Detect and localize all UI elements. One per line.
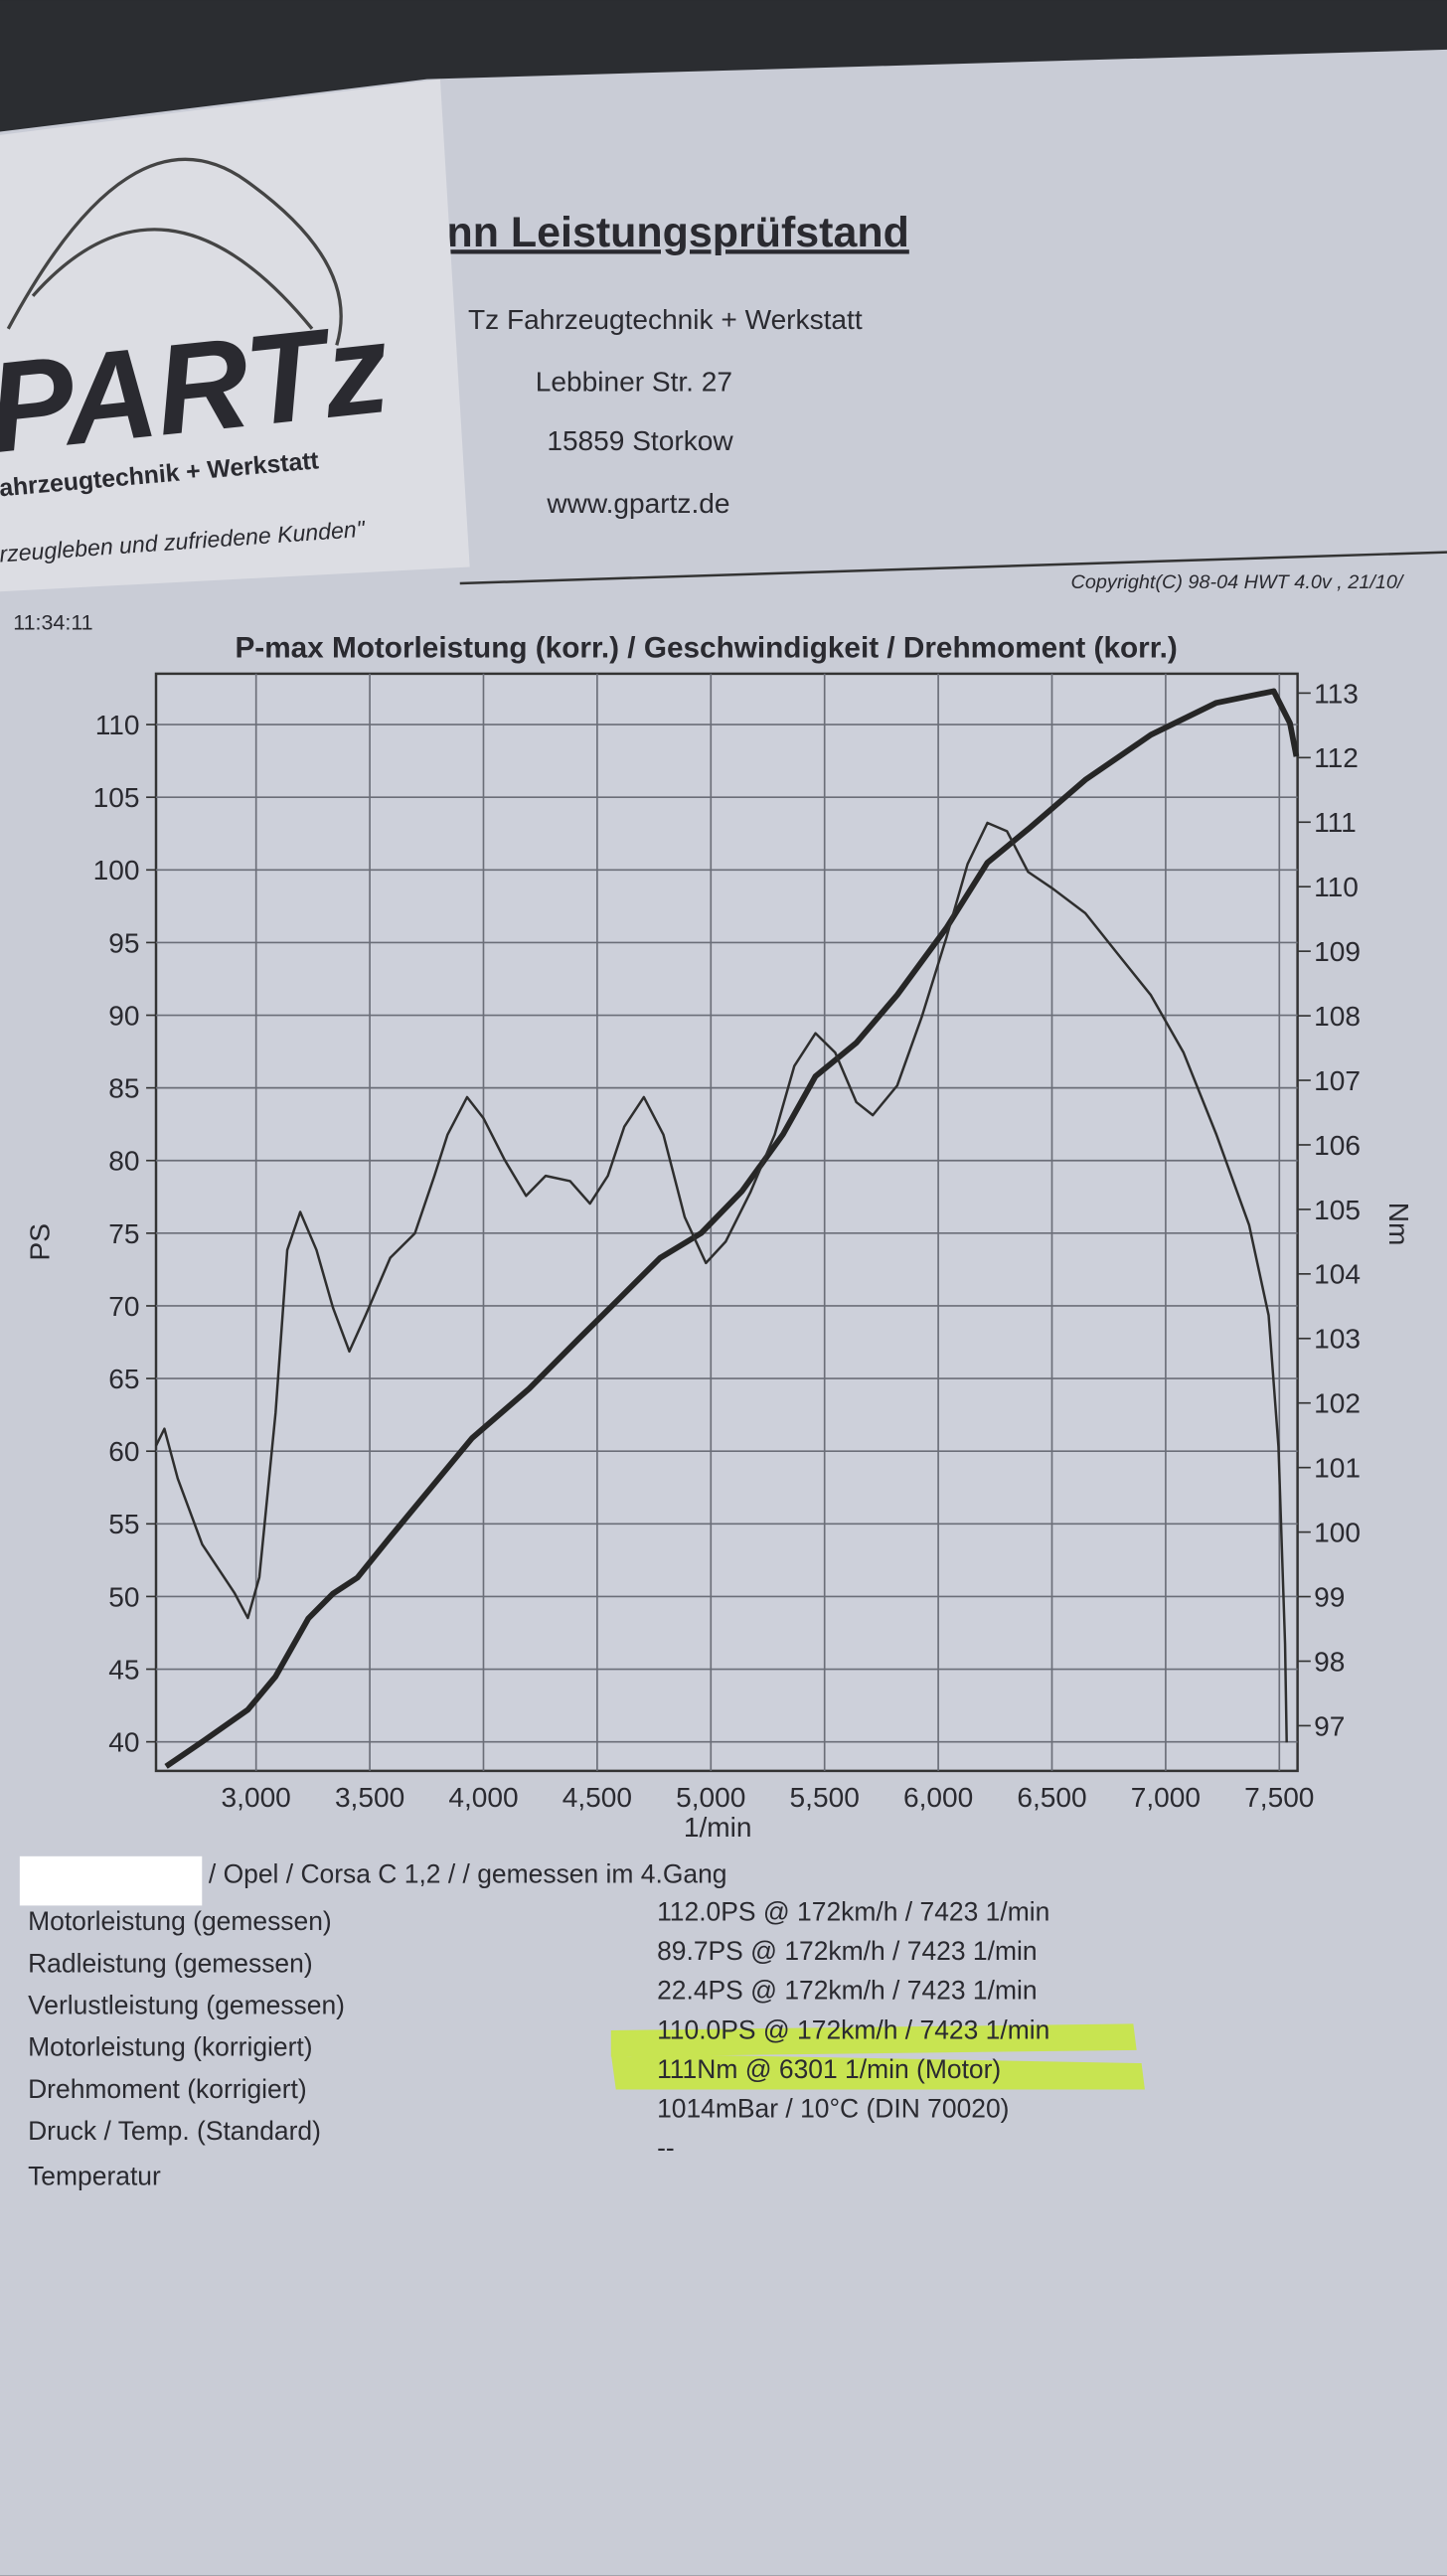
y2-tick-label: 99 [1314,1581,1345,1612]
y-tick-label: 105 [93,782,140,813]
result-label: Temperatur [28,2161,161,2190]
y2-tick-label: 105 [1314,1195,1361,1225]
y2-tick-label: 100 [1314,1518,1361,1548]
result-value: -- [657,2133,675,2163]
result-label: Motorleistung (gemessen) [28,1906,332,1936]
y-tick-label: 70 [108,1291,139,1322]
y2-tick-label: 106 [1314,1130,1361,1161]
result-value: 112.0PS @ 172km/h / 7423 1/min [657,1896,1049,1926]
result-value: 1014mBar / 10°C (DIN 70020) [657,2094,1009,2124]
result-label: Drehmoment (korrigiert) [28,2074,307,2104]
x-tick-label: 6,500 [1017,1782,1086,1813]
x-tick-label: 4,500 [563,1782,632,1813]
y2-tick-label: 101 [1314,1453,1361,1484]
y-tick-label: 45 [108,1654,139,1685]
redaction [19,1855,203,1906]
y2-tick-label: 108 [1314,1001,1361,1032]
company: Tz Fahrzeugtechnik + Werkstatt [468,304,863,335]
x-tick-label: 7,000 [1131,1782,1201,1813]
y2-axis-label: Nm [1383,1203,1414,1246]
web: www.gpartz.de [546,488,729,519]
result-value: 111Nm @ 6301 1/min (Motor) [657,2054,1001,2084]
print-time: 11:34:11 [13,610,92,634]
chart-title: P-max Motorleistung (korr.) / Geschwindi… [235,631,1177,664]
x-tick-label: 5,500 [790,1782,860,1813]
y-tick-label: 100 [93,855,140,886]
result-value: 22.4PS @ 172km/h / 7423 1/min [657,1976,1037,2006]
y-tick-label: 90 [108,1000,139,1031]
curves [154,688,1300,1769]
x-tick-label: 4,000 [448,1782,518,1813]
series-line [164,688,1300,1769]
result-label: Motorleistung (korrigiert) [28,2032,313,2062]
result-value: 89.7PS @ 172km/h / 7423 1/min [657,1936,1037,1966]
highlight [610,2023,1145,2090]
y-tick-label: 40 [108,1727,139,1758]
y2-tick-label: 97 [1314,1710,1345,1741]
result-value: 110.0PS @ 172km/h / 7423 1/min [657,2014,1049,2044]
x-axis-label: 1/min [684,1812,752,1843]
y2-tick-label: 112 [1314,742,1359,773]
street: Lebbiner Str. 27 [536,367,732,398]
y2-tick-label: 111 [1314,807,1357,838]
y-tick-label: 60 [108,1436,139,1467]
y-tick-label: 55 [108,1509,139,1539]
card [0,79,470,592]
plot-area [154,672,1299,1773]
y2-tick-label: 110 [1314,872,1359,902]
y-tick-label: 110 [95,710,140,740]
result-label: Druck / Temp. (Standard) [28,2116,321,2146]
logo-curve [31,228,314,330]
y-tick-label: 80 [108,1146,139,1177]
x-tick-label: 7,500 [1244,1782,1314,1813]
y2-tick-label: 103 [1314,1324,1361,1355]
y-tick-label: 65 [108,1364,139,1394]
series-line [154,821,1288,1743]
y-tick-label: 85 [108,1073,139,1104]
sheet-title: nn Leistungsprüfstand [447,209,909,256]
y2-tick-label: 107 [1314,1065,1361,1096]
y-tick-label: 95 [108,927,139,958]
x-tick-label: 6,000 [903,1782,973,1813]
y2-tick-label: 109 [1314,936,1361,967]
header-rule [459,551,1447,585]
x-tick-label: 3,500 [335,1782,404,1813]
y2-tick-label: 113 [1314,678,1359,709]
result-label: Verlustleistung (gemessen) [28,1990,345,2019]
logo-curve [6,157,343,346]
grid: 3,000 3,500 4,000 4,500 5,000 5,500 6,000 6,500… [93,673,1361,1813]
vehicle: / Opel / Corsa C 1,2 / / gemessen im 4.G… [209,1858,727,1888]
x-tick-label: 3,000 [222,1782,291,1813]
y2-tick-label: 98 [1314,1646,1345,1677]
y-tick-label: 75 [108,1218,139,1249]
result-label: Radleistung (gemessen) [28,1948,313,1978]
results: Motorleistung (gemessen) 112.0PS @ 172km/… [28,1896,1049,2190]
copyright: Copyright(C) 98-04 HWT 4.0v , 21/10/ [1071,571,1405,593]
business-card: PARTz ahrzeugtechnik + Werkstatt rzeugle… [0,79,470,592]
x-tick-label: 5,000 [676,1782,745,1813]
city: 15859 Storkow [547,425,733,456]
y2-tick-label: 104 [1314,1259,1361,1290]
y-axis-label: PS [25,1223,56,1260]
y-tick-label: 50 [108,1581,139,1612]
y2-tick-label: 102 [1314,1388,1361,1419]
